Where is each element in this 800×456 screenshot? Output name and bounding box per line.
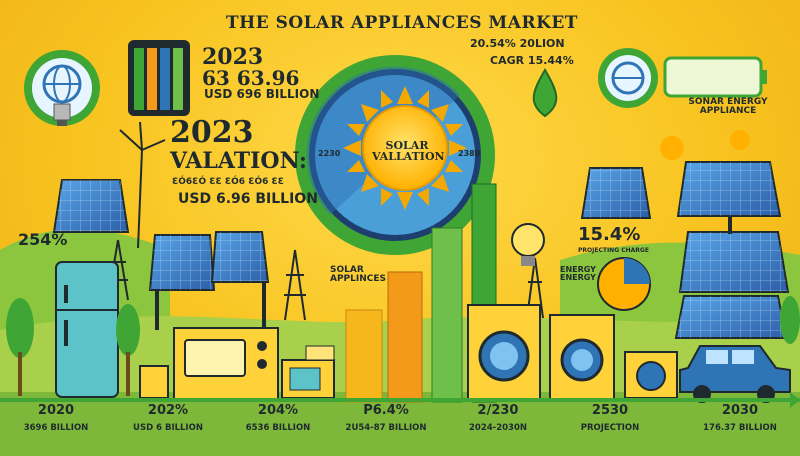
- wind-turbine-icon: [119, 121, 166, 249]
- top-year: 2023: [202, 44, 264, 70]
- microwave-icon: [139, 327, 335, 401]
- globe-bulb-icon: [24, 50, 100, 126]
- washing-machine-icon: [467, 304, 678, 400]
- timeline-label-0-bottom: 3696 BILLION: [23, 423, 89, 433]
- globe-battery-icon: [598, 48, 767, 108]
- timeline-label-1-top: 202%: [147, 403, 189, 418]
- timeline-label-1-bottom: USD 6 BILLION: [133, 423, 203, 433]
- timeline-label-6-top: 2030: [721, 403, 759, 418]
- sun-icon: [343, 86, 467, 210]
- left-percent: 254%: [18, 230, 68, 249]
- valuation-usd: USD 6.96 BILLION: [178, 191, 318, 207]
- timeline-label-4-bottom: 2024-2030N: [469, 423, 527, 433]
- timeline-label-2-bottom: 6536 BILLION: [245, 423, 311, 433]
- refrigerator-icon: [55, 261, 119, 398]
- valuation-label: VALATION:: [170, 148, 308, 174]
- timeline-label-5-bottom: PROJECTION: [580, 423, 640, 433]
- cagr-line1: 20.54% 20LION: [470, 37, 565, 50]
- timeline-label-3-bottom: 2U54-87 BILLION: [345, 423, 427, 433]
- battery-icon: [128, 40, 190, 116]
- timeline-label-6-bottom: 176.37 BILLION: [703, 423, 777, 433]
- side-label: SONAR ENERGY APPLIANCE: [688, 97, 768, 116]
- small-sun-icon: [660, 130, 750, 160]
- valuation-year: 2023: [170, 115, 254, 150]
- page-title: THE SOLAR APPLIANCES MARKET: [226, 13, 578, 33]
- timeline-label-3-top: P6.4%: [363, 403, 409, 418]
- top-value: 63 63.96: [202, 66, 300, 90]
- right-percent: 15.4%: [578, 224, 641, 245]
- light-bulb-icon: [511, 223, 545, 266]
- solar-panel-icon: [52, 179, 270, 330]
- timeline-arrow: [0, 392, 800, 408]
- timeline-label-0-top: 2020: [37, 403, 75, 418]
- water-drop-icon: [532, 68, 558, 118]
- solar-panel-right: [580, 161, 790, 339]
- timeline-label-2-top: 204%: [257, 403, 299, 418]
- ring-left-year: 2230: [318, 149, 341, 158]
- right-tiny: PROJECTING CHARGE: [578, 247, 649, 254]
- car-icon: [679, 345, 791, 403]
- tree-icon: [6, 296, 800, 396]
- cagr-line2: CAGR 15.44%: [490, 54, 574, 67]
- right-sub: ENERGY ENERGY: [560, 265, 596, 282]
- timeline-label-4-top: 2/230: [477, 403, 519, 418]
- pie-chart-icon: [597, 257, 651, 311]
- top-usd: USD 696 BILLION: [204, 87, 320, 101]
- ring-right-year: 2380: [458, 149, 481, 158]
- sun-label: SOLAR VALLATION: [372, 139, 445, 163]
- timeline-label-5-top: 2530: [591, 403, 629, 418]
- solar-label: SOLAR APPLINCES: [330, 265, 387, 284]
- valuation-garbled: ƐÓ6ƐÓ ƐƐ ƐÓ6 ƐÓ6 ƐƐ: [172, 177, 285, 187]
